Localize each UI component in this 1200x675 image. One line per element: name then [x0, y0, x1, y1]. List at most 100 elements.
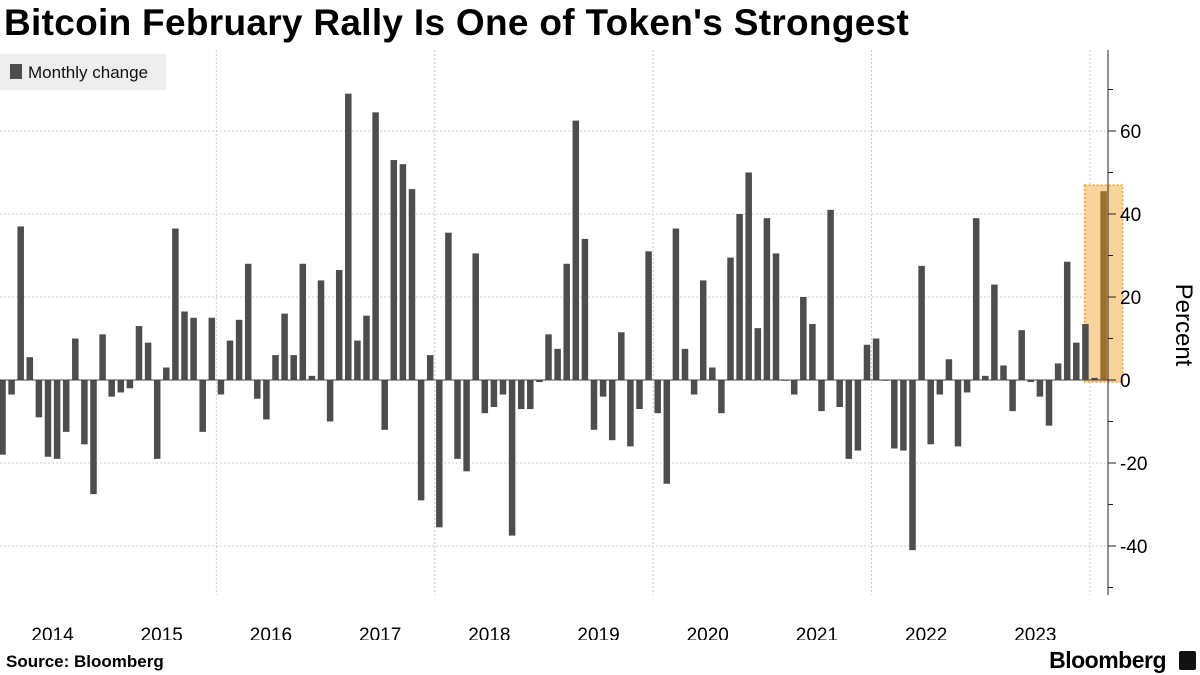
bar — [99, 334, 106, 380]
bar — [44, 380, 52, 457]
bar — [572, 120, 580, 380]
bar — [426, 355, 434, 380]
bar — [72, 338, 79, 380]
bar — [718, 380, 725, 414]
bar — [918, 265, 925, 380]
bar — [927, 380, 934, 445]
bar — [345, 93, 352, 381]
y-tick-label: -40 — [1120, 537, 1147, 558]
bar — [208, 317, 216, 380]
bloomberg-logo: Bloomberg — [1049, 647, 1166, 673]
bar — [217, 380, 225, 395]
bar — [909, 380, 916, 551]
bar — [135, 326, 143, 380]
source-note: Source: Bloomberg — [6, 652, 164, 671]
bar — [581, 238, 589, 380]
bar — [454, 380, 461, 459]
bar — [499, 380, 507, 395]
bar — [800, 297, 807, 380]
bar-highlighted — [1100, 191, 1107, 380]
y-tick-label: 60 — [1120, 122, 1141, 143]
bar — [17, 226, 24, 380]
bar — [736, 214, 743, 380]
x-tick-label: 2021 — [796, 625, 838, 640]
bar — [763, 218, 771, 380]
bar — [1018, 330, 1025, 380]
bar — [900, 380, 907, 451]
bar — [545, 334, 552, 380]
bar — [417, 380, 425, 501]
bar — [399, 164, 407, 380]
x-tick-label: 2017 — [359, 625, 401, 640]
bar — [690, 380, 698, 395]
bar — [199, 380, 206, 432]
bar — [1054, 363, 1062, 380]
bar — [436, 380, 443, 528]
legend: Monthly change — [0, 54, 166, 90]
bar — [481, 380, 489, 414]
bar — [508, 380, 516, 536]
bar — [854, 380, 862, 451]
bar — [517, 380, 525, 410]
bar — [308, 375, 316, 380]
x-axis-year-labels: 2014 2015 2016 2017 2018 2019 2020 2021 2022 2023 — [31, 625, 1056, 640]
bar — [982, 375, 989, 380]
bar — [790, 380, 798, 395]
bar — [836, 380, 843, 407]
bar — [663, 380, 671, 484]
x-tick-label: 2019 — [577, 625, 619, 640]
bar — [608, 380, 616, 441]
bar — [354, 340, 361, 380]
bar — [627, 380, 634, 447]
bar — [463, 380, 470, 472]
gridlines — [0, 50, 1108, 595]
bar — [290, 355, 297, 380]
bar — [954, 380, 962, 447]
bar — [263, 380, 270, 420]
y-tick-label: 20 — [1120, 288, 1141, 309]
x-tick-label: 2023 — [1014, 625, 1056, 640]
bar — [936, 380, 944, 395]
bar — [1045, 380, 1053, 426]
bar — [0, 380, 6, 455]
bar — [618, 332, 625, 380]
bar — [390, 160, 398, 380]
bar — [299, 263, 307, 380]
bar — [654, 380, 661, 414]
y-axis: -40 -20 0 20 40 60 — [0, 50, 1147, 595]
bar — [1027, 380, 1035, 383]
bar — [163, 367, 170, 380]
bar — [254, 380, 261, 399]
bar — [527, 380, 534, 410]
bar — [1091, 377, 1098, 380]
bar — [62, 380, 70, 432]
bar — [117, 380, 125, 393]
bar — [1063, 261, 1071, 380]
bar — [681, 348, 689, 380]
bar — [636, 380, 643, 410]
bar — [699, 280, 707, 380]
bar — [126, 380, 134, 389]
bar — [281, 313, 288, 380]
bar — [326, 380, 334, 422]
bar — [727, 257, 734, 380]
x-tick-label: 2016 — [250, 625, 292, 640]
bar — [272, 355, 279, 380]
bar — [818, 380, 825, 412]
bar — [244, 263, 252, 380]
bar — [754, 328, 762, 380]
bar — [1009, 380, 1016, 412]
bar — [381, 380, 388, 430]
bar — [1000, 365, 1007, 380]
y-tick-label: -20 — [1120, 454, 1147, 475]
bar — [827, 209, 834, 380]
bar — [335, 270, 343, 380]
bar — [408, 189, 416, 380]
bar — [1082, 323, 1089, 380]
bar — [963, 380, 971, 393]
bar — [108, 380, 115, 397]
legend-swatch — [10, 64, 22, 79]
y-tick-label: 40 — [1120, 205, 1141, 226]
bar — [1036, 380, 1044, 397]
bar — [563, 263, 570, 380]
